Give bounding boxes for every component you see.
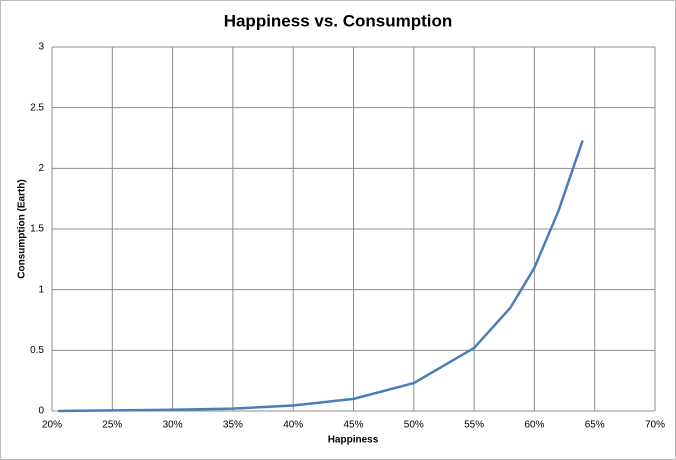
- x-tick-label: 70%: [645, 420, 665, 431]
- x-tick-label: 60%: [524, 420, 544, 431]
- y-tick-label: 3: [38, 42, 44, 53]
- y-tick-label: 2: [38, 163, 44, 174]
- x-tick-label: 35%: [223, 420, 243, 431]
- x-tick-label: 45%: [343, 420, 363, 431]
- y-tick-label: 2.5: [30, 102, 44, 113]
- x-tick-label: 50%: [404, 420, 424, 431]
- x-tick-label: 65%: [585, 420, 605, 431]
- y-tick-label: 1: [38, 284, 44, 295]
- x-tick-label: 30%: [163, 420, 183, 431]
- x-tick-label: 20%: [42, 420, 62, 431]
- x-axis-label: Happiness: [328, 435, 379, 446]
- y-tick-label: 1.5: [30, 224, 44, 235]
- chart-title: Happiness vs. Consumption: [224, 11, 453, 30]
- y-axis-label: Consumption (Earth): [17, 179, 28, 278]
- x-tick-label: 55%: [464, 420, 484, 431]
- x-tick-label: 25%: [102, 420, 122, 431]
- y-tick-label: 0.5: [30, 345, 44, 356]
- x-tick-label: 40%: [283, 420, 303, 431]
- data-line: [58, 140, 584, 413]
- y-tick-label: 0: [38, 406, 44, 417]
